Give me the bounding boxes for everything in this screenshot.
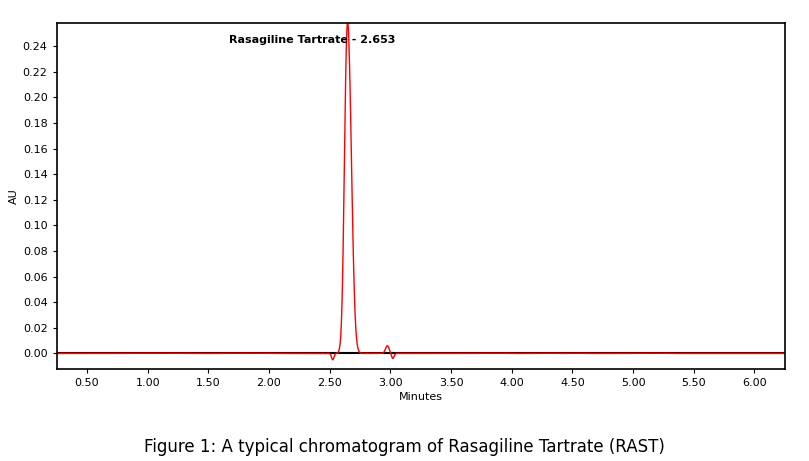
Text: Figure 1: A typical chromatogram of Rasagiline Tartrate (RAST): Figure 1: A typical chromatogram of Rasa… <box>144 438 665 456</box>
Text: Rasagiline Tartrate - 2.653: Rasagiline Tartrate - 2.653 <box>229 35 395 45</box>
Y-axis label: AU: AU <box>9 188 19 204</box>
X-axis label: Minutes: Minutes <box>399 392 443 402</box>
